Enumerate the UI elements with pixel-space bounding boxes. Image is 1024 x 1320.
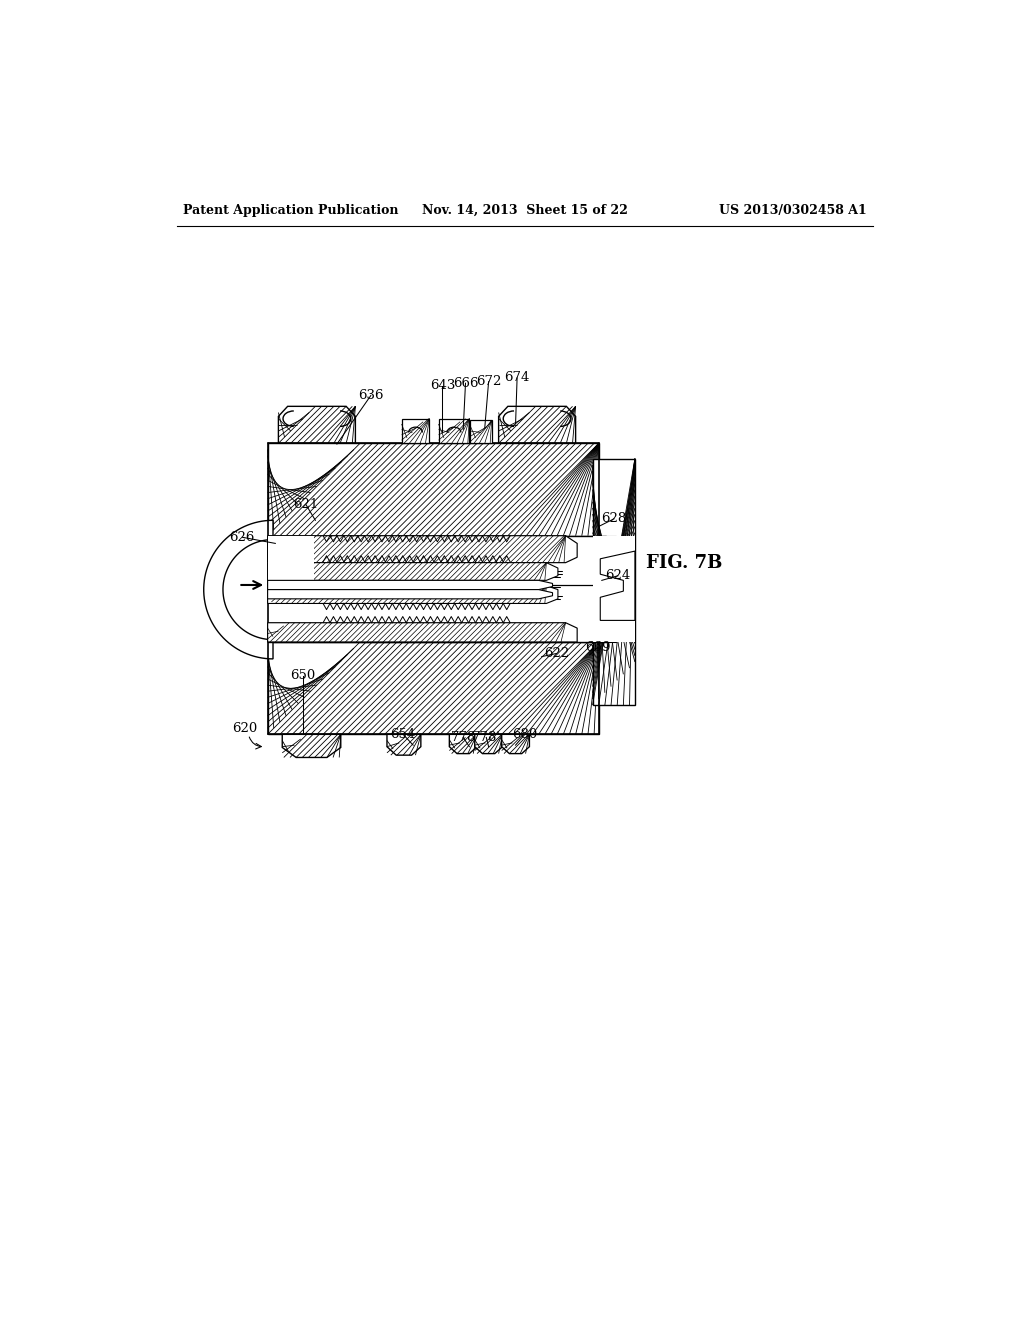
Polygon shape bbox=[438, 418, 469, 444]
Polygon shape bbox=[470, 420, 492, 444]
Text: Nov. 14, 2013  Sheet 15 of 22: Nov. 14, 2013 Sheet 15 of 22 bbox=[422, 205, 628, 218]
Text: 624: 624 bbox=[605, 569, 631, 582]
Polygon shape bbox=[499, 407, 575, 444]
Polygon shape bbox=[387, 734, 421, 755]
Text: 628: 628 bbox=[601, 512, 627, 525]
Polygon shape bbox=[279, 407, 355, 444]
Text: 622: 622 bbox=[544, 647, 569, 660]
Polygon shape bbox=[267, 536, 578, 562]
Text: 778': 778' bbox=[472, 731, 501, 744]
Polygon shape bbox=[267, 444, 599, 536]
Polygon shape bbox=[267, 562, 558, 581]
Polygon shape bbox=[475, 734, 503, 754]
Text: US 2013/0302458 A1: US 2013/0302458 A1 bbox=[719, 205, 866, 218]
Polygon shape bbox=[267, 581, 553, 590]
Polygon shape bbox=[204, 520, 273, 659]
Text: 621: 621 bbox=[294, 499, 318, 511]
Text: 666: 666 bbox=[453, 376, 478, 389]
Polygon shape bbox=[267, 642, 599, 734]
Text: 669: 669 bbox=[585, 640, 610, 653]
Polygon shape bbox=[267, 536, 599, 642]
Text: 636: 636 bbox=[358, 389, 384, 403]
Polygon shape bbox=[502, 734, 529, 754]
Text: 680: 680 bbox=[512, 727, 538, 741]
Polygon shape bbox=[229, 405, 660, 780]
Text: 778: 778 bbox=[451, 731, 476, 744]
Polygon shape bbox=[267, 623, 578, 642]
Polygon shape bbox=[267, 586, 558, 603]
Polygon shape bbox=[600, 552, 635, 620]
Text: 672: 672 bbox=[476, 375, 502, 388]
Text: 650: 650 bbox=[291, 669, 315, 682]
Polygon shape bbox=[267, 590, 553, 599]
Polygon shape bbox=[450, 734, 477, 754]
Text: 643: 643 bbox=[430, 379, 455, 392]
Text: 674: 674 bbox=[505, 371, 529, 384]
Text: FIG. 7B: FIG. 7B bbox=[646, 553, 723, 572]
Polygon shape bbox=[593, 536, 635, 642]
Polygon shape bbox=[267, 536, 313, 581]
Polygon shape bbox=[401, 418, 429, 444]
Text: 654: 654 bbox=[390, 727, 416, 741]
Text: Patent Application Publication: Patent Application Publication bbox=[183, 205, 398, 218]
Text: 626: 626 bbox=[229, 531, 255, 544]
Polygon shape bbox=[283, 734, 341, 758]
Text: 620: 620 bbox=[231, 722, 257, 735]
Polygon shape bbox=[593, 459, 635, 705]
